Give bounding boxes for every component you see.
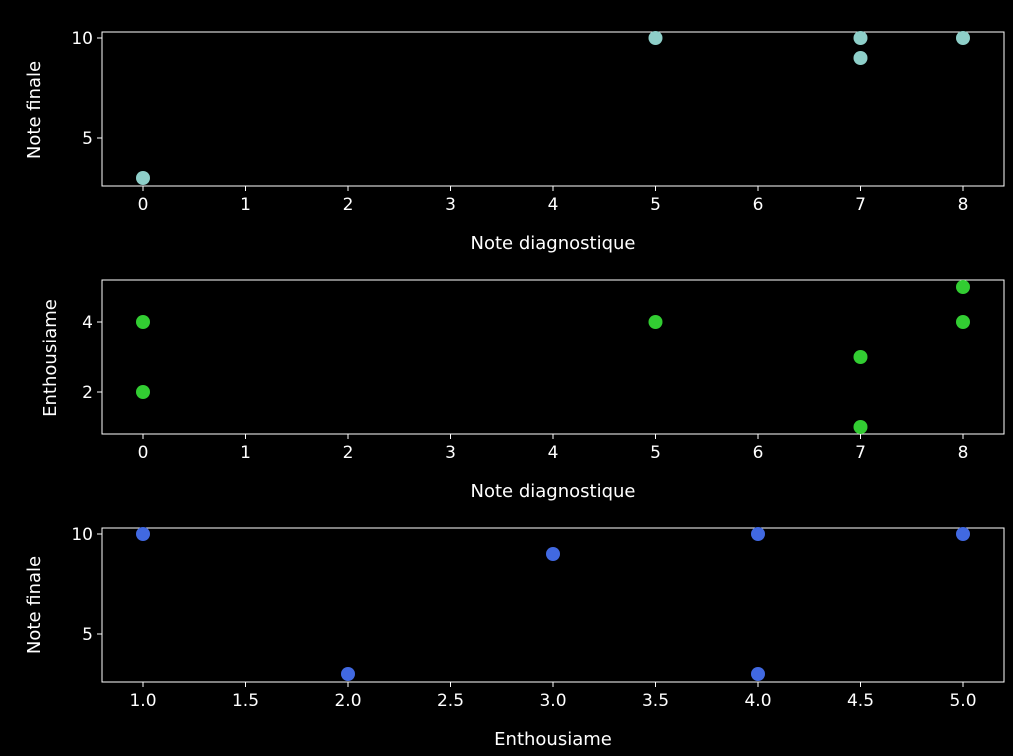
data-point [956, 280, 970, 294]
x-tick-label: 5 [650, 195, 661, 215]
y-tick-label: 10 [71, 525, 93, 545]
x-tick-label: 3.0 [539, 691, 566, 711]
x-tick-label: 6 [753, 443, 764, 463]
x-tick-label: 7 [855, 195, 866, 215]
y-tick-label: 5 [82, 129, 93, 149]
data-point [751, 527, 765, 541]
x-tick-label: 2 [343, 195, 354, 215]
data-point [853, 31, 868, 45]
x-tick-label: 8 [958, 195, 969, 215]
x-tick-label: 2.5 [437, 691, 464, 711]
x-tick-label: 1.0 [129, 691, 156, 711]
x-tick-label: 1 [240, 195, 251, 215]
x-axis-label: Note diagnostique [471, 233, 636, 254]
x-tick-label: 0 [138, 443, 149, 463]
data-point [648, 315, 663, 329]
x-tick-label: 6 [753, 195, 764, 215]
data-point [956, 31, 970, 45]
y-axis-label: Enthousiame [40, 299, 61, 417]
data-point [956, 527, 970, 541]
data-point [136, 315, 150, 329]
data-point [751, 667, 765, 681]
x-tick-label: 1 [240, 443, 251, 463]
y-tick-label: 2 [82, 383, 93, 403]
data-point [136, 171, 150, 185]
x-axis-label: Note diagnostique [471, 481, 636, 502]
x-tick-label: 4 [548, 195, 559, 215]
y-axis-label: Note finale [24, 61, 45, 159]
data-point [136, 385, 150, 399]
x-axis-label: Enthousiame [494, 729, 612, 750]
data-point [956, 315, 970, 329]
data-point [853, 51, 868, 65]
x-tick-label: 3.5 [642, 691, 669, 711]
x-tick-label: 4 [548, 443, 559, 463]
data-point [853, 420, 868, 434]
scatter-panel-final-vs-diagnostic: Note diagnostique Note finale 0 1 2 3 4 5 6 7 8 5… [24, 29, 1005, 254]
x-tick-label: 5.0 [949, 691, 976, 711]
data-point [136, 527, 150, 541]
y-tick-label: 5 [82, 625, 93, 645]
scatter-panel-enthusiasm-vs-diagnostic: Note diagnostique Enthousiame 0 1 2 3 4 5 6 7 8 2… [40, 279, 1005, 502]
x-tick-label: 5 [650, 443, 661, 463]
x-tick-label: 3 [445, 443, 456, 463]
scatter-panel-final-vs-enthusiasm: Enthousiame Note finale 1.0 1.5 2.0 2.5 3.0 3… [24, 525, 1005, 750]
x-tick-label: 2 [343, 443, 354, 463]
data-point [853, 350, 868, 364]
data-point [648, 31, 663, 45]
x-tick-label: 4.5 [847, 691, 874, 711]
x-tick-label: 2.0 [334, 691, 361, 711]
y-tick-label: 10 [71, 29, 93, 49]
x-tick-label: 3 [445, 195, 456, 215]
x-tick-label: 0 [138, 195, 149, 215]
x-tick-label: 4.0 [744, 691, 771, 711]
data-point [546, 547, 560, 561]
y-axis-label: Note finale [24, 556, 45, 654]
x-tick-label: 8 [958, 443, 969, 463]
x-tick-label: 7 [855, 443, 866, 463]
data-point [341, 667, 355, 681]
x-tick-label: 1.5 [232, 691, 259, 711]
y-tick-label: 4 [82, 313, 93, 333]
